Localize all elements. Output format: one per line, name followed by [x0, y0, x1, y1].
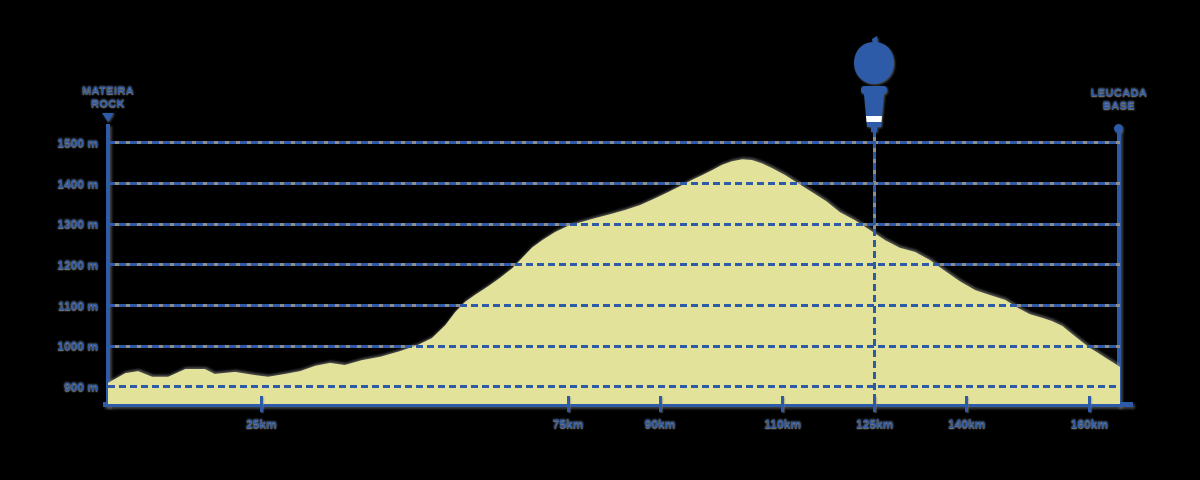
y-axis-tick-label: 1500 m — [57, 135, 98, 150]
x-axis-tick-label: 25km — [245, 417, 277, 431]
x-axis-tick-label: 125km — [855, 417, 894, 431]
gridline-dashed — [108, 304, 1120, 308]
x-axis-tick-label: 140km — [947, 417, 986, 431]
marker-line-dashed — [873, 130, 877, 404]
y-axis-tick-label: 1400 m — [57, 176, 98, 191]
y-axis-tick-label: 1100 m — [57, 298, 98, 313]
x-axis-tick — [566, 396, 570, 412]
elevation-area — [108, 159, 1120, 404]
end-location-name-line2: BASE — [1102, 100, 1136, 112]
x-axis-tick-label: 160km — [1070, 417, 1109, 431]
apple-icon — [854, 36, 894, 84]
gridline-dashed — [108, 141, 1120, 145]
gridline-dashed — [108, 263, 1120, 267]
start-location-name-line1: MATEIRA — [81, 85, 135, 97]
x-axis-tick — [781, 396, 785, 412]
start-marker-arrow-icon — [102, 113, 114, 122]
gridline-dashed — [108, 222, 1120, 226]
x-axis-tick-label: 110km — [764, 417, 801, 431]
x-axis-tick-label: 75km — [552, 417, 584, 431]
end-location-name-line1: LEUCADA — [1090, 87, 1148, 99]
x-axis-tick — [259, 396, 263, 412]
gridline-dashed — [108, 344, 1120, 348]
x-axis-tick — [965, 396, 969, 412]
gridline-dashed — [108, 385, 1120, 389]
start-location-name-line2: ROCK — [91, 98, 125, 110]
x-axis-tick-label: 90km — [644, 417, 676, 431]
x-axis-line — [103, 402, 1133, 407]
x-axis-tick — [1087, 396, 1091, 412]
end-location-label: LEUCADA BASE — [1049, 87, 1189, 113]
lighthouse-icon — [861, 86, 887, 132]
plot-area — [108, 125, 1120, 404]
x-axis-tick — [658, 396, 662, 412]
y-axis-tick-label: 1200 m — [57, 257, 98, 272]
y-axis-tick-label: 1300 m — [57, 217, 98, 232]
elevation-area-path — [108, 159, 1120, 404]
right-axis-line — [1117, 128, 1121, 407]
x-axis-tick — [873, 396, 877, 412]
gridline-dashed — [108, 182, 1120, 186]
y-axis-tick-label: 1000 m — [57, 339, 98, 354]
y-axis-tick-label: 900 m — [63, 379, 98, 394]
start-location-label: MATEIRA ROCK — [38, 85, 178, 111]
